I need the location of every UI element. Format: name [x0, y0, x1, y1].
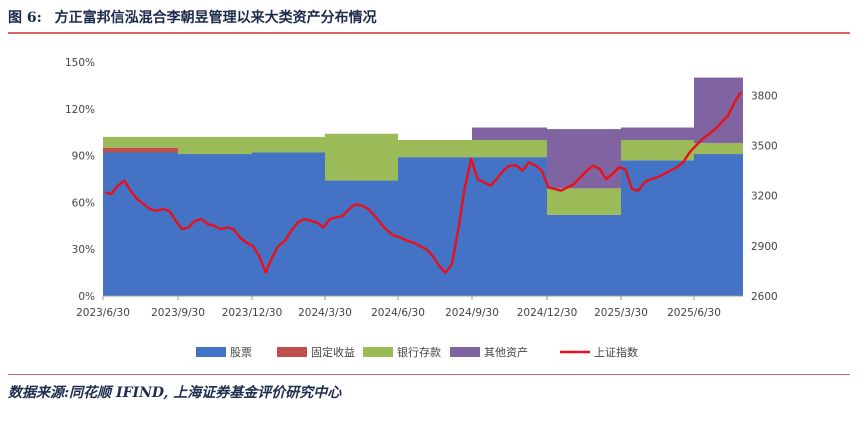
legend-swatch-其他资产	[450, 347, 480, 357]
figure-number: 图 6:	[8, 10, 42, 26]
header-rule	[8, 32, 850, 34]
index-line-group	[104, 91, 743, 274]
legend-label: 固定收益	[311, 345, 355, 359]
legend-label: 银行存款	[397, 345, 441, 359]
index-line	[104, 91, 743, 274]
y-left-tick-label: 60%	[72, 197, 95, 209]
footer-rule	[8, 374, 850, 375]
area-segment-银行存款	[178, 136, 252, 155]
figure-header: 图 6: 方正富邦信泓混合李朝昱管理以来大类资产分布情况	[8, 6, 850, 30]
x-tick-label: 2024/3/30	[298, 307, 352, 319]
area-segment-银行存款	[472, 140, 547, 158]
figure-title: 方正富邦信泓混合李朝昱管理以来大类资产分布情况	[54, 10, 377, 26]
chart-legend: 股票 固定收益 银行存款 其他资产 上证指数	[196, 345, 638, 359]
area-segment-股票	[103, 152, 178, 296]
area-segment-银行存款	[621, 140, 694, 161]
area-segment-其他资产	[472, 127, 547, 140]
x-tick-label: 2023/9/30	[151, 307, 205, 319]
area-segment-银行存款	[547, 188, 621, 215]
y-left-tick-label: 30%	[72, 244, 95, 256]
y-left-tick-label: 150%	[65, 57, 95, 69]
legend-label: 其他资产	[484, 345, 528, 359]
chart-axes: 0% 30% 60% 90% 120% 150% 2600 2900 3200 3500 3800 2…	[65, 57, 778, 319]
area-segment-银行存款	[252, 136, 325, 153]
y-right-tick-label: 2600	[751, 291, 778, 303]
x-tick-label: 2024/6/30	[371, 307, 425, 319]
y-right-tick-label: 2900	[751, 241, 778, 253]
area-segment-股票	[252, 152, 325, 296]
x-tick-label: 2023/12/30	[222, 307, 283, 319]
legend-swatch-银行存款	[363, 347, 393, 357]
x-tick-label: 2025/3/30	[594, 307, 648, 319]
x-tick-label: 2024/12/30	[517, 307, 578, 319]
area-segment-股票	[398, 157, 472, 296]
y-right-tick-label: 3800	[751, 90, 778, 102]
legend-swatch-股票	[196, 347, 226, 357]
area-segment-股票	[472, 157, 547, 296]
y-left-tick-label: 90%	[72, 151, 95, 163]
stacked-areas	[103, 77, 743, 296]
asset-allocation-chart: 0% 30% 60% 90% 120% 150% 2600 2900 3200 3500 3800 2…	[65, 57, 778, 359]
y-right-tick-label: 3500	[751, 141, 778, 153]
legend-label: 上证指数	[594, 345, 638, 359]
x-tick-label: 2024/9/30	[445, 307, 499, 319]
area-segment-股票	[325, 180, 398, 296]
area-segment-其他资产	[621, 127, 694, 140]
x-tick-label: 2023/6/30	[76, 307, 130, 319]
legend-label: 股票	[230, 346, 252, 359]
y-left-tick-label: 120%	[65, 104, 95, 116]
area-segment-银行存款	[103, 136, 178, 148]
x-tick-label: 2025/6/30	[667, 307, 721, 319]
legend-swatch-固定收益	[277, 347, 307, 357]
area-segment-股票	[694, 154, 743, 296]
area-segment-股票	[547, 214, 621, 296]
y-left-tick-label: 0%	[78, 291, 95, 303]
area-segment-银行存款	[325, 133, 398, 181]
area-segment-固定收益	[103, 147, 178, 153]
area-segment-股票	[621, 160, 694, 296]
data-source-note: 数据来源:同花顺 IFIND, 上海证券基金评价研究中心	[8, 385, 342, 401]
area-segment-其他资产	[694, 77, 743, 144]
area-segment-银行存款	[398, 140, 472, 158]
area-segment-银行存款	[694, 143, 743, 155]
y-right-tick-label: 3200	[751, 191, 778, 203]
area-segment-其他资产	[547, 129, 621, 189]
